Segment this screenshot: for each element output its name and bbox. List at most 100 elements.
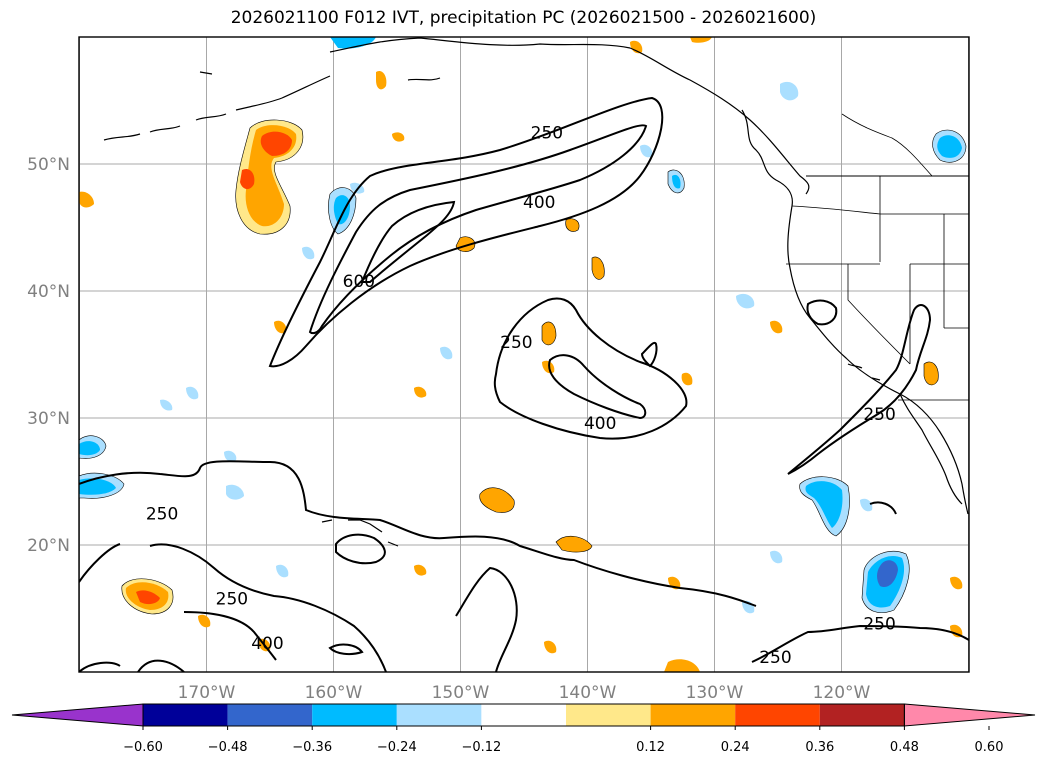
baja-california — [899, 393, 963, 505]
colorbar-tick-label: −0.36 — [292, 740, 332, 755]
ivt-contour-label: 400 — [584, 414, 616, 434]
precip-negative-area — [736, 293, 755, 309]
bc-coastline — [741, 109, 793, 207]
colorbar-extend-high — [903, 703, 1036, 727]
west-coast-usa — [787, 205, 969, 515]
precip-negative-area — [877, 560, 898, 588]
longitude-tick-label: 130°W — [686, 683, 744, 703]
ivt-contour-label: 250 — [216, 589, 248, 609]
colorbar-segment — [396, 704, 482, 726]
precip-negative-area — [186, 386, 199, 400]
precip-negative-area — [79, 478, 116, 495]
ivt-contour-label: 600 — [343, 272, 375, 292]
colorbar-tick-label: 0.48 — [890, 740, 919, 755]
precip-negative-area — [770, 550, 783, 564]
precip-areas — [79, 37, 967, 672]
precip-positive-area — [770, 320, 783, 334]
coastlines — [103, 37, 969, 547]
longitude-tick-label: 160°W — [305, 683, 363, 703]
precip-positive-area — [136, 590, 160, 605]
ivt-contour-250 — [806, 299, 838, 326]
latitude-tick-label: 30°N — [27, 409, 70, 429]
precip-positive-area — [274, 320, 287, 334]
precip-positive-area — [630, 40, 643, 54]
colorbar-outline — [142, 703, 905, 727]
latitude-tick-label: 40°N — [27, 282, 70, 302]
colorbar-tick-label: 0.60 — [975, 740, 1004, 755]
ivt-contour-label: 250 — [531, 123, 563, 143]
colorbar-tick-label: −0.48 — [208, 740, 248, 755]
precip-negative-area — [330, 37, 376, 49]
colorbar-segment — [143, 704, 228, 726]
precip-positive-area — [591, 256, 605, 280]
latitude-tick-label: 50°N — [27, 155, 70, 175]
latitude-labels: 50°N 40°N 30°N 20°N — [27, 155, 70, 556]
precip-negative-area — [780, 81, 799, 101]
precip-positive-area — [950, 576, 963, 590]
precip-negative-area — [672, 174, 681, 189]
precip-positive-area — [414, 564, 427, 576]
precip-positive-area — [565, 218, 580, 232]
precip-positive-area — [79, 191, 94, 208]
ivt-contour-250 — [493, 297, 688, 440]
ivt-contour-small-loop — [640, 342, 658, 368]
precip-positive-area — [541, 321, 557, 346]
ivt-contour-400 — [308, 124, 648, 335]
california-islands — [847, 363, 881, 381]
precip-positive-area — [544, 640, 557, 654]
colorbar-segment — [481, 704, 566, 726]
longitude-tick-label: 170°W — [178, 683, 236, 703]
ivt-contour-250 — [335, 533, 386, 565]
latitude-tick-label: 20°N — [27, 536, 70, 556]
colorbar-segment — [650, 704, 736, 726]
precip-positive-area — [260, 131, 292, 156]
aleutian-islands — [103, 71, 441, 141]
canada-mainland-detail — [841, 113, 933, 177]
ocean-background — [79, 37, 969, 672]
precip-positive-area — [392, 132, 405, 142]
precip-negative-area — [333, 195, 350, 225]
ivt-contour-label: 400 — [523, 193, 555, 213]
colorbar-segment — [312, 704, 397, 726]
hawaii-islands — [321, 519, 399, 547]
colorbar-tick-label: −0.12 — [461, 740, 501, 755]
longitude-tick-label: 120°W — [813, 683, 871, 703]
ivt-contour-250 — [328, 643, 364, 656]
colorbar: −0.60 −0.48 −0.36 −0.24 −0.12 0.12 0.24 0.36 0.4… — [11, 703, 1036, 755]
precip-positive-area — [690, 37, 712, 43]
precip-positive-area — [198, 614, 211, 628]
precip-negative-area — [937, 135, 962, 158]
precip-positive-area — [414, 386, 427, 398]
ivt-contour-600 — [360, 200, 456, 283]
precip-positive-area — [479, 487, 515, 513]
ivt-contour-label: 250 — [500, 333, 532, 353]
ivt-contour-label: 400 — [251, 634, 283, 654]
ivt-contour-label: 250 — [146, 504, 178, 524]
colorbar-segment — [566, 704, 651, 726]
longitude-tick-label: 140°W — [559, 683, 617, 703]
longitude-tick-label: 150°W — [432, 683, 490, 703]
ivt-contour-250 — [869, 501, 897, 515]
ivt-contour-250 — [79, 543, 185, 672]
map-title: 2026021100 F012 IVT, precipitation PC (2… — [230, 8, 817, 28]
precip-positive-area — [681, 372, 693, 386]
precip-negative-area — [805, 481, 843, 528]
ivt-contour-label: 250 — [863, 615, 895, 635]
precip-negative-area — [226, 484, 244, 500]
state-borders — [786, 176, 969, 401]
colorbar-extend-low — [11, 703, 144, 727]
ivt-contour-250 — [149, 543, 387, 672]
precip-negative-area — [860, 498, 873, 512]
ivt-contour-label: 250 — [863, 405, 895, 425]
ivt-contour-400 — [548, 354, 647, 420]
contour-labels: 250 400 600 250 400 250 250 400 250 250 250 — [146, 123, 896, 668]
ivt-contour-250 — [787, 304, 932, 475]
colorbar-segment — [735, 704, 820, 726]
precip-positive-area — [240, 168, 255, 190]
ivt-contour-250 — [455, 566, 518, 672]
ivt-contour-250 — [268, 96, 664, 368]
ivt-contour-250 — [751, 624, 969, 663]
colorbar-segment — [227, 704, 313, 726]
precip-negative-area — [160, 399, 173, 411]
